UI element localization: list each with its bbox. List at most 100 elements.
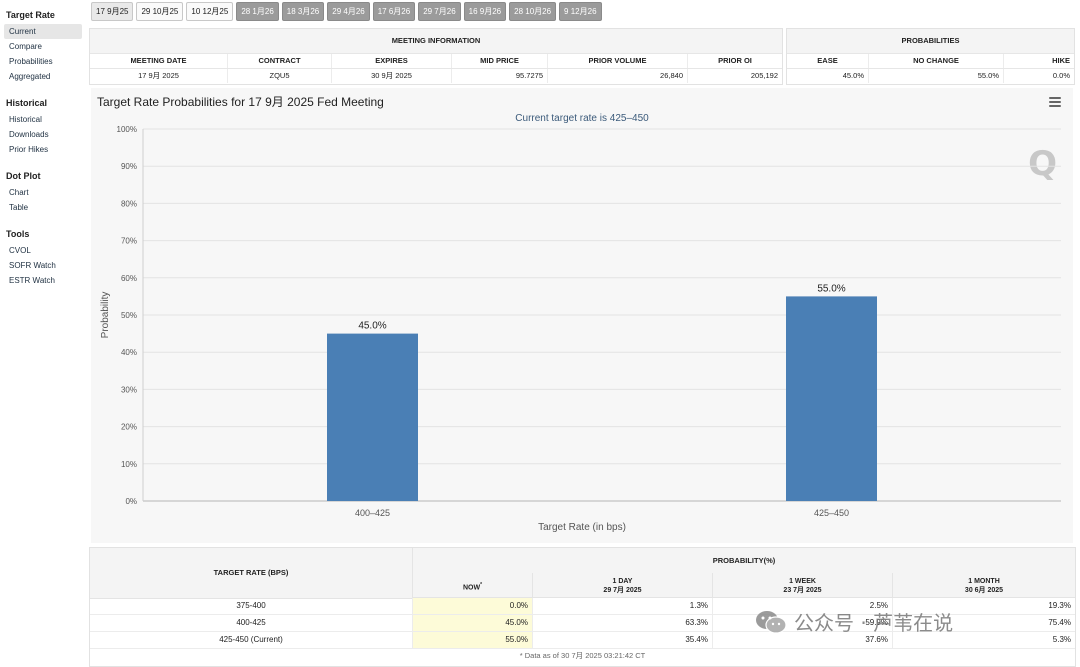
hike-value: 0.0% [1052, 71, 1070, 80]
tab-meeting[interactable]: 29 7月26 [418, 2, 461, 21]
x-tick-label: 400–425 [355, 508, 390, 518]
one-month-cell: 5.3% [1052, 635, 1071, 644]
no-change-value: 55.0% [869, 69, 1004, 83]
header-1-month-label: 1 MONTH [968, 578, 1000, 585]
sidebar-item-downloads[interactable]: Downloads [9, 130, 49, 139]
x-tick-label: 425–450 [814, 508, 849, 518]
sidebar-heading: Historical [6, 98, 48, 108]
sidebar-item-historical[interactable]: Historical [9, 115, 42, 124]
chart-title: Target Rate Probabilities for 17 9月 2025… [97, 95, 384, 109]
header-no-change: NO CHANGE [869, 54, 1004, 68]
meeting-information-header-row: MEETING DATE CONTRACT EXPIRES MID PRICE … [90, 54, 782, 69]
sidebar-item-probabilities[interactable]: Probabilities [9, 57, 53, 66]
sidebar-item-compare[interactable]: Compare [9, 42, 42, 51]
bar-data-label: 55.0% [817, 283, 845, 294]
sidebar-item-chart[interactable]: Chart [9, 188, 29, 197]
sidebar: Target Rate Current Compare Probabilitie… [0, 0, 86, 667]
meeting-information-row: 17 9月 2025 ZQU5 30 9月 2025 95.7275 26,84… [90, 69, 782, 83]
one-month-cell: 19.3% [1048, 601, 1071, 610]
sidebar-heading: Tools [6, 229, 30, 239]
one-week-cell: 2.5% [713, 598, 893, 614]
sidebar-item-table[interactable]: Table [9, 203, 29, 212]
header-prior-volume: PRIOR VOLUME [548, 54, 688, 68]
table-row: 425-450 (Current) 55.0% 35.4% 37.6% 5.3% [90, 632, 1075, 649]
chart-grid [142, 128, 1061, 502]
header-1-week: 1 WEEK 23 7月 2025 [713, 573, 893, 598]
ease-value: 45.0% [787, 69, 869, 83]
sidebar-group-historical: Historical Historical Downloads Prior Hi… [0, 94, 86, 157]
chart-subtitle: Current target rate is 425–450 [515, 113, 649, 124]
meeting-date-value: 17 9月 2025 [90, 69, 228, 83]
tab-meeting[interactable]: 29 10月25 [136, 2, 184, 21]
sidebar-item-aggregated[interactable]: Aggregated [9, 72, 51, 81]
rate-cell: 425-450 (Current) [90, 632, 413, 648]
sidebar-item-sofr-watch[interactable]: SOFR Watch [9, 261, 56, 270]
tab-meeting[interactable]: 16 9月26 [463, 2, 507, 21]
rate-cell: 400-425 [90, 615, 413, 631]
now-cell: 0.0% [413, 598, 533, 614]
hamburger-menu-icon[interactable] [1049, 97, 1061, 107]
tab-meeting[interactable]: 29 4月26 [327, 2, 370, 21]
y-tick-label: 80% [121, 199, 137, 208]
bar-data-label: 45.0% [358, 321, 386, 332]
header-mid-price: MID PRICE [452, 54, 548, 68]
y-tick-label: 90% [121, 162, 137, 171]
one-day-cell: 1.3% [533, 598, 713, 614]
probability-history-table: TARGET RATE (BPS) PROBABILITY(%) NOW* 1 … [89, 547, 1076, 667]
bar[interactable] [786, 296, 877, 501]
data-timestamp-footnote: * Data as of 30 7月 2025 03:21:42 CT [519, 651, 646, 660]
y-tick-label: 60% [121, 274, 137, 283]
sidebar-group-tools: Tools CVOL SOFR Watch ESTR Watch [0, 225, 86, 288]
y-tick-label: 30% [121, 385, 137, 394]
tab-meeting[interactable]: 17 6月26 [372, 2, 416, 21]
prior-oi-value: 205,192 [750, 71, 778, 80]
contract-value: ZQU5 [228, 69, 332, 83]
x-axis-label: Target Rate (in bps) [538, 522, 626, 533]
header-1-week-label: 1 WEEK [789, 578, 816, 585]
one-month-cell: 75.4% [1048, 618, 1071, 627]
header-1-week-date: 23 7月 2025 [783, 587, 822, 594]
now-cell: 45.0% [413, 615, 533, 631]
meeting-information-table: MEETING INFORMATION MEETING DATE CONTRAC… [89, 28, 783, 85]
one-week-cell: 37.6% [713, 632, 893, 648]
watermark: 公众号 · 芦苇在说 [754, 607, 953, 636]
y-tick-label: 100% [117, 125, 137, 134]
tab-meeting[interactable]: 18 3月26 [281, 2, 325, 21]
y-axis-label: Probability [100, 292, 111, 339]
bar-chart: Current target rate is 425–450 0% 10% 20% 3… [100, 113, 1061, 533]
tab-meeting[interactable]: 9 12月26 [559, 2, 602, 21]
header-probability: PROBABILITY(%) [413, 548, 1075, 574]
header-now-asterisk: * [480, 582, 483, 588]
chart-bars: 45.0% 55.0% [327, 283, 877, 501]
y-tick-label: 10% [121, 460, 137, 469]
y-axis-ticks: 0% 10% 20% 30% 40% 50% 60% 70% 80% 90% 100% [117, 125, 137, 506]
tab-meeting[interactable]: 28 1月26 [236, 2, 279, 21]
probabilities-title: PROBABILITIES [787, 29, 1074, 54]
one-day-cell: 63.3% [533, 615, 713, 631]
x-axis-ticks: 400–425 425–450 [355, 508, 849, 518]
one-week-cell: 59.9% [713, 615, 893, 631]
meeting-tabs: 17 9月25 29 10月25 10 12月25 28 1月26 18 3月2… [91, 2, 602, 21]
sidebar-group-dot-plot: Dot Plot Chart Table [0, 167, 86, 215]
tab-meeting[interactable]: 28 10月26 [509, 2, 557, 21]
sidebar-item-cvol[interactable]: CVOL [9, 246, 31, 255]
probabilities-table: PROBABILITIES EASE NO CHANGE HIKE 45.0% … [786, 28, 1075, 85]
tab-meeting[interactable]: 17 9月25 [91, 2, 134, 21]
header-expires: EXPIRES [332, 54, 452, 68]
sidebar-item-current[interactable]: Current [4, 24, 82, 39]
y-tick-label: 40% [121, 348, 137, 357]
bar[interactable] [327, 333, 418, 501]
tab-meeting[interactable]: 10 12月25 [186, 2, 234, 21]
quikstrike-logo-icon: Q [1028, 144, 1057, 184]
y-tick-label: 50% [121, 311, 137, 320]
mid-price-value: 95.7275 [452, 69, 548, 83]
sidebar-item-prior-hikes[interactable]: Prior Hikes [9, 145, 49, 154]
chart-panel: Target Rate Probabilities for 17 9月 2025… [91, 88, 1073, 543]
sidebar-item-estr-watch[interactable]: ESTR Watch [9, 276, 55, 285]
meeting-information-title: MEETING INFORMATION [90, 29, 782, 54]
wechat-icon [756, 610, 787, 634]
sidebar-heading: Dot Plot [6, 171, 41, 181]
y-tick-label: 70% [121, 237, 137, 246]
header-meeting-date: MEETING DATE [90, 54, 228, 68]
now-cell: 55.0% [413, 632, 533, 648]
